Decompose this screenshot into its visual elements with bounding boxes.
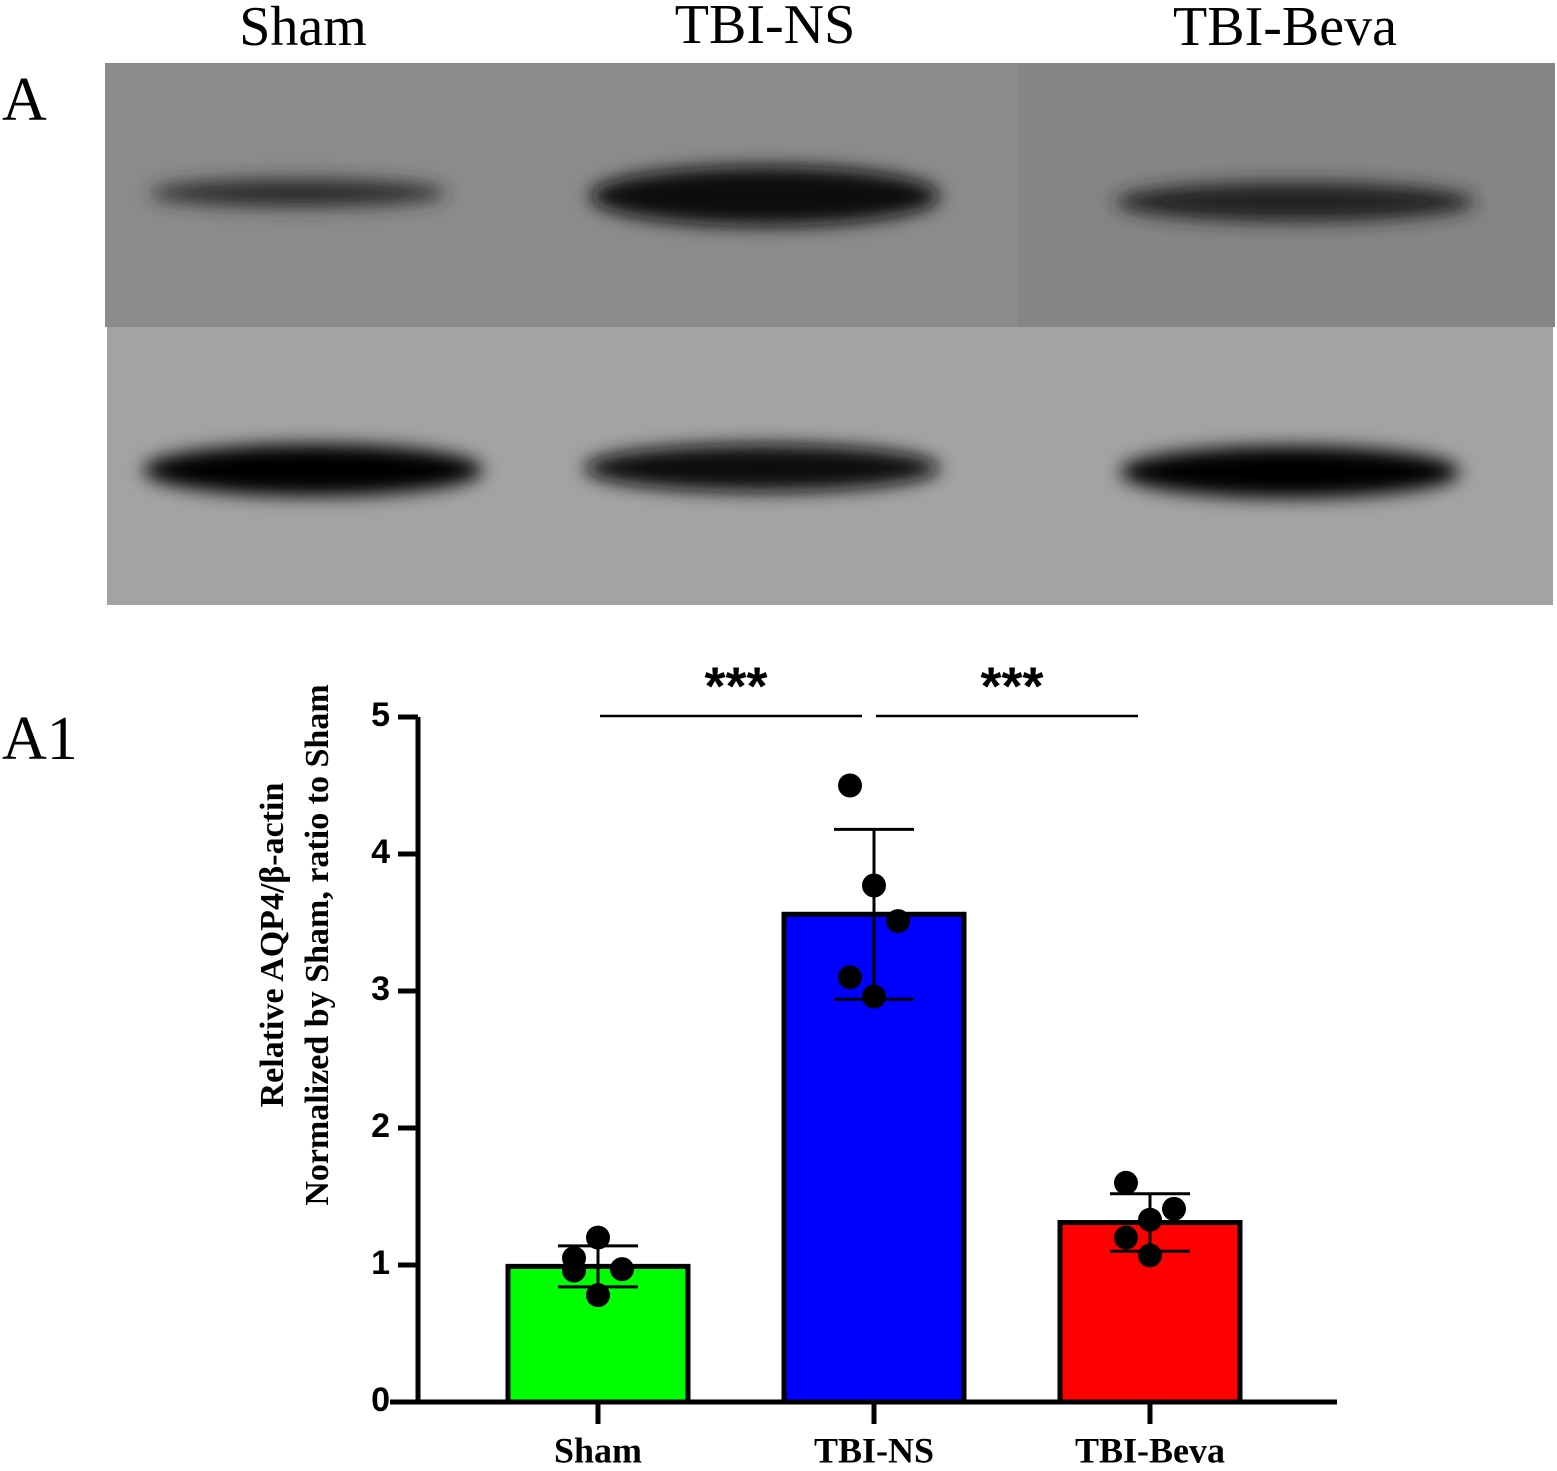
data-point xyxy=(1114,1170,1138,1195)
band xyxy=(143,444,483,496)
y-tick-label: 5 xyxy=(371,696,390,734)
x-tick-label: TBI-NS xyxy=(814,1430,934,1470)
y-tick-label: 1 xyxy=(371,1244,390,1282)
data-point xyxy=(1138,1243,1162,1268)
band xyxy=(1115,182,1475,222)
y-axis-label: Relative AQP4/β-actin xyxy=(254,783,291,1108)
data-point xyxy=(1162,1196,1186,1221)
panel-label: A xyxy=(2,66,47,134)
data-point xyxy=(1114,1225,1138,1250)
data-point xyxy=(562,1258,586,1283)
western-blot xyxy=(105,63,1555,605)
data-point xyxy=(610,1257,634,1282)
lane-label: Sham xyxy=(239,0,367,58)
data-point xyxy=(886,909,910,934)
data-point xyxy=(838,773,862,798)
data-point xyxy=(862,873,886,898)
data-point xyxy=(586,1225,610,1250)
y-tick-label: 3 xyxy=(371,970,390,1008)
significance-label: *** xyxy=(704,656,767,716)
y-tick-label: 4 xyxy=(371,833,390,871)
y-tick-label: 2 xyxy=(371,1107,390,1145)
y-tick-label: 0 xyxy=(371,1381,390,1419)
band xyxy=(584,444,940,492)
panel-label: A1 xyxy=(2,705,78,773)
band xyxy=(1120,446,1460,498)
lane-label: TBI-NS xyxy=(675,0,855,56)
x-tick-label: Sham xyxy=(554,1430,642,1470)
band xyxy=(590,166,940,226)
x-tick-label: TBI-Beva xyxy=(1075,1430,1225,1470)
significance-label: *** xyxy=(980,656,1043,716)
y-axis-label: Normalized by Sham, ratio to Sham xyxy=(299,684,336,1205)
data-point xyxy=(1138,1207,1162,1232)
data-point xyxy=(838,965,862,990)
lane-label: TBI-Beva xyxy=(1173,0,1397,58)
data-point xyxy=(862,984,886,1009)
band xyxy=(150,179,446,207)
data-point xyxy=(586,1283,610,1308)
